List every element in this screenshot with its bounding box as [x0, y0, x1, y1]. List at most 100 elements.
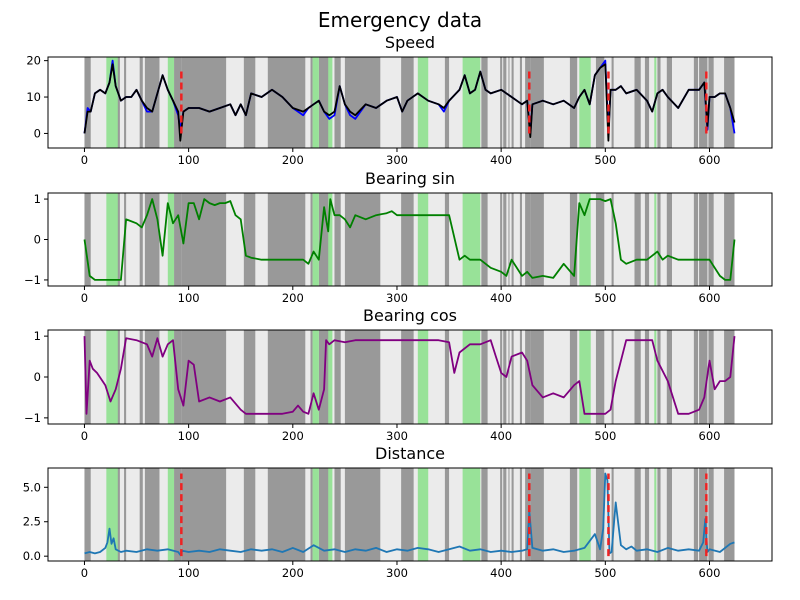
- dark-band: [503, 330, 507, 424]
- green-band: [106, 330, 118, 424]
- dark-band: [708, 468, 714, 561]
- dark-band: [334, 193, 341, 286]
- dark-band: [530, 468, 544, 561]
- dark-band: [508, 193, 510, 286]
- dark-band: [444, 193, 450, 286]
- dark-band: [310, 468, 313, 561]
- dark-band: [334, 468, 341, 561]
- dark-band: [500, 468, 503, 561]
- dark-band: [634, 468, 641, 561]
- dark-band: [657, 468, 661, 561]
- y-tick-label: 5.0: [23, 480, 41, 494]
- dark-band: [519, 193, 522, 286]
- dark-band: [595, 468, 605, 561]
- green-band: [579, 330, 591, 424]
- panel-title: Distance: [375, 444, 445, 463]
- series-line-0: [84, 472, 735, 556]
- dark-band: [511, 193, 514, 286]
- x-tick-label: 600: [699, 566, 721, 580]
- x-tick-label: 500: [594, 291, 616, 305]
- dark-band: [124, 468, 127, 561]
- x-tick-label: 200: [282, 566, 304, 580]
- dark-band: [139, 193, 143, 286]
- green-band: [579, 468, 591, 561]
- dark-band: [595, 57, 605, 148]
- x-tick-label: 200: [282, 429, 304, 443]
- series-line-0: [83, 336, 736, 415]
- x-tick-label: 300: [386, 291, 408, 305]
- dark-band: [444, 468, 450, 561]
- dark-band: [267, 193, 306, 286]
- dark-band: [530, 330, 544, 424]
- axes-frame: [47, 56, 773, 149]
- dark-band: [508, 330, 510, 424]
- dark-band: [181, 468, 227, 561]
- axes-frame: [47, 467, 773, 562]
- dark-band: [139, 330, 143, 424]
- panel-1: 0 100 200 300 400 500 600 −1 0 1 Bearing sin: [24, 169, 773, 305]
- dark-band: [699, 193, 708, 286]
- dark-band: [174, 468, 182, 561]
- x-tick-label: 400: [490, 291, 512, 305]
- dark-band: [693, 468, 699, 561]
- dark-band: [243, 330, 256, 424]
- x-tick-label: 0: [81, 566, 88, 580]
- x-tick-label: 200: [282, 291, 304, 305]
- green-band: [417, 330, 429, 424]
- panel-title: Bearing sin: [365, 169, 455, 188]
- dark-band: [595, 193, 605, 286]
- dark-band: [666, 193, 672, 286]
- green-band: [312, 330, 319, 424]
- background-bands: [84, 57, 735, 148]
- dark-band: [525, 193, 531, 286]
- dark-band: [693, 57, 699, 148]
- x-tick-label: 300: [386, 566, 408, 580]
- dark-band: [481, 468, 488, 561]
- series-group: [83, 59, 736, 142]
- dark-band: [657, 57, 661, 148]
- dark-band: [124, 57, 127, 148]
- dark-band: [267, 330, 306, 424]
- x-tick-label: 0: [81, 429, 88, 443]
- green-band: [417, 57, 429, 148]
- x-tick-label: 100: [178, 429, 200, 443]
- dark-band: [500, 57, 503, 148]
- green-band: [106, 57, 118, 148]
- green-band: [312, 193, 319, 286]
- background-bands: [84, 468, 735, 561]
- dark-band: [144, 57, 160, 148]
- y-tick-label: 2.5: [23, 515, 41, 529]
- series-line-0: [83, 198, 736, 281]
- green-band: [167, 193, 175, 286]
- dark-band: [181, 330, 227, 424]
- dark-band: [84, 57, 91, 148]
- dark-band: [511, 57, 514, 148]
- green-band: [328, 57, 333, 148]
- x-tick-label: 400: [490, 566, 512, 580]
- green-band: [167, 468, 175, 561]
- green-band: [167, 57, 175, 148]
- dark-band: [569, 330, 578, 424]
- dark-band: [318, 193, 330, 286]
- dark-band: [481, 57, 488, 148]
- green-band: [654, 468, 657, 561]
- green-band: [654, 193, 657, 286]
- x-tick-label: 400: [490, 429, 512, 443]
- dark-band: [569, 468, 578, 561]
- dark-band: [724, 193, 735, 286]
- x-tick-label: 200: [282, 153, 304, 167]
- dark-band: [344, 468, 381, 561]
- dark-band: [503, 57, 507, 148]
- dark-band: [344, 57, 381, 148]
- dark-band: [318, 57, 330, 148]
- series-group: [83, 336, 736, 415]
- dark-band: [174, 57, 182, 148]
- dark-band: [144, 193, 160, 286]
- dark-band: [666, 330, 672, 424]
- green-band: [417, 468, 429, 561]
- x-tick-label: 600: [699, 429, 721, 443]
- dark-band: [144, 468, 160, 561]
- x-tick-label: 600: [699, 153, 721, 167]
